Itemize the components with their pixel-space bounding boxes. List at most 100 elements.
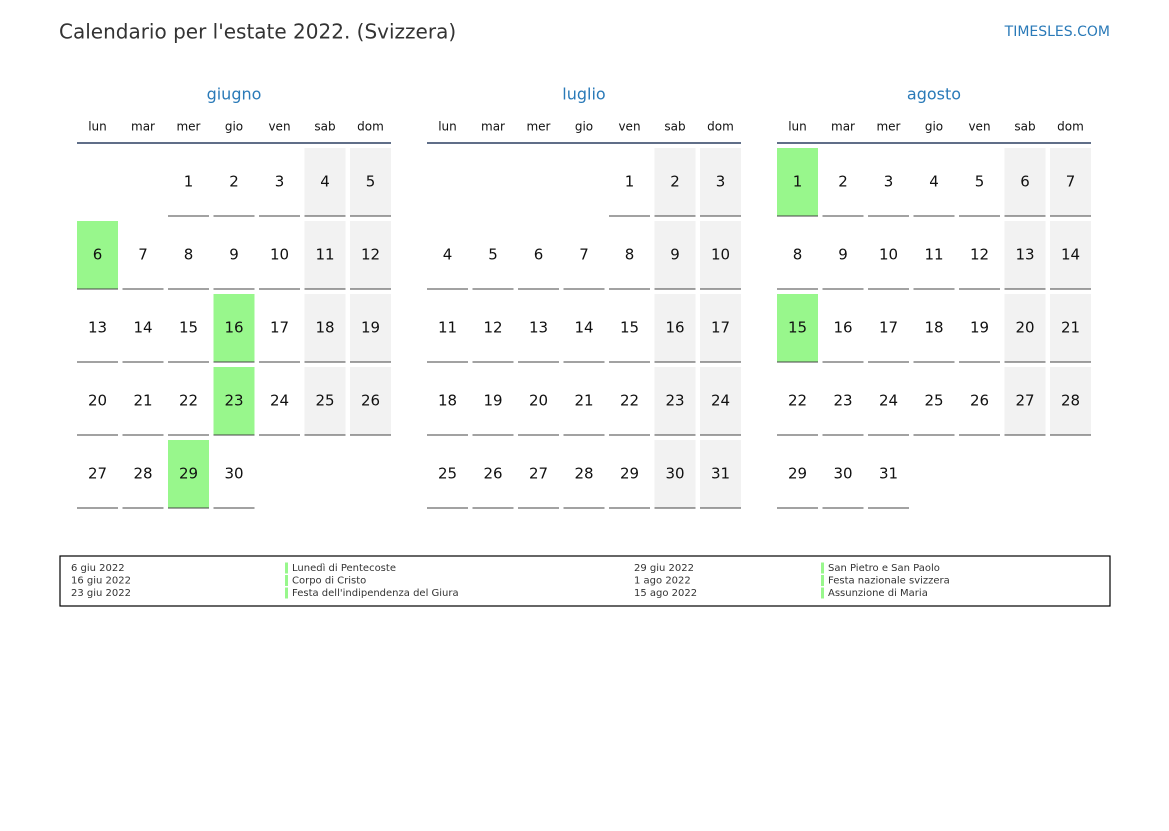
weekday: mar — [831, 120, 855, 134]
day: 21 — [133, 392, 152, 410]
day: 21 — [1061, 319, 1080, 337]
legend-swatch — [821, 575, 824, 586]
day: 28 — [574, 465, 593, 483]
day: 10 — [711, 246, 730, 264]
day: 13 — [1015, 246, 1034, 264]
site[interactable]: TIMESLES.COM — [1004, 24, 1110, 40]
day: 19 — [361, 319, 380, 337]
legend-swatch — [285, 562, 288, 574]
day: 4 — [443, 246, 453, 264]
day: 17 — [711, 319, 730, 337]
day: 25 — [924, 392, 943, 410]
day: 16 — [665, 319, 684, 337]
day: 24 — [879, 392, 898, 410]
month-name: giugno — [207, 85, 262, 104]
day: 7 — [138, 246, 148, 264]
day: 18 — [924, 319, 943, 337]
weekday: mer — [526, 120, 550, 134]
day: 7 — [1066, 173, 1076, 191]
legend-date: 23 giu 2022 — [71, 588, 131, 599]
day: 13 — [88, 319, 107, 337]
day: 15 — [179, 319, 198, 337]
weekend-cell — [304, 294, 346, 362]
legend-date: 6 giu 2022 — [71, 563, 125, 574]
weekend-cell — [350, 367, 391, 435]
weekend-cell — [700, 221, 741, 289]
holiday-cell — [77, 221, 118, 289]
day: 2 — [838, 173, 848, 191]
day: 22 — [788, 392, 807, 410]
legend-swatch — [821, 562, 824, 574]
day: 23 — [833, 392, 852, 410]
day: 8 — [793, 246, 803, 264]
weekday: gio — [575, 120, 593, 134]
day: 9 — [229, 246, 239, 264]
day: 31 — [879, 465, 898, 483]
holiday-cell — [777, 148, 818, 216]
legend-date: 1 ago 2022 — [634, 576, 691, 587]
weekend-cell — [654, 148, 696, 216]
day: 22 — [620, 392, 639, 410]
legend-date: 16 giu 2022 — [71, 576, 131, 587]
day: 27 — [1015, 392, 1034, 410]
month-name: agosto — [907, 85, 961, 104]
day: 11 — [315, 246, 334, 264]
weekend-cell — [700, 148, 741, 216]
day: 17 — [879, 319, 898, 337]
day: 28 — [1061, 392, 1080, 410]
legend-name: Festa nazionale svizzera — [828, 576, 950, 587]
weekend-cell — [304, 148, 346, 216]
day: 23 — [665, 392, 684, 410]
day: 8 — [625, 246, 635, 264]
weekday: sab — [1014, 120, 1035, 134]
day: 30 — [224, 465, 243, 483]
weekday: ven — [618, 120, 640, 134]
day: 30 — [833, 465, 852, 483]
day: 1 — [625, 173, 635, 191]
day: 2 — [670, 173, 680, 191]
day: 19 — [483, 392, 502, 410]
weekend-cell — [700, 294, 741, 362]
weekday: dom — [357, 120, 384, 134]
day: 11 — [924, 246, 943, 264]
month-name: luglio — [562, 85, 605, 104]
day: 6 — [534, 246, 544, 264]
weekday: lun — [788, 120, 807, 134]
day: 3 — [716, 173, 726, 191]
weekend-cell — [1004, 148, 1046, 216]
day: 1 — [184, 173, 194, 191]
holiday-cell — [213, 367, 255, 435]
holiday-cell — [168, 440, 209, 508]
weekend-cell — [304, 221, 346, 289]
legend-date: 15 ago 2022 — [634, 588, 697, 599]
holiday-cell — [777, 294, 818, 362]
legend-name: Festa dell'indipendenza del Giura — [292, 588, 459, 599]
day: 20 — [88, 392, 107, 410]
day: 31 — [711, 465, 730, 483]
day: 6 — [1020, 173, 1030, 191]
day: 21 — [574, 392, 593, 410]
weekday: mer — [876, 120, 900, 134]
weekend-cell — [1050, 221, 1091, 289]
day: 30 — [665, 465, 684, 483]
weekend-cell — [350, 294, 391, 362]
weekend-cell — [654, 440, 696, 508]
legend-box — [59, 555, 1111, 607]
day: 28 — [133, 465, 152, 483]
legend-swatch — [821, 587, 824, 599]
weekday: mer — [176, 120, 200, 134]
legend-date: 29 giu 2022 — [634, 563, 694, 574]
day: 24 — [270, 392, 289, 410]
day: 9 — [838, 246, 848, 264]
day: 14 — [133, 319, 152, 337]
weekend-cell — [350, 221, 391, 289]
day: 25 — [315, 392, 334, 410]
weekday: gio — [225, 120, 243, 134]
day: 23 — [224, 392, 243, 410]
day: 26 — [970, 392, 989, 410]
weekday: lun — [438, 120, 457, 134]
day: 1 — [793, 173, 803, 191]
weekend-cell — [1050, 294, 1091, 362]
day: 14 — [574, 319, 593, 337]
day: 26 — [483, 465, 502, 483]
